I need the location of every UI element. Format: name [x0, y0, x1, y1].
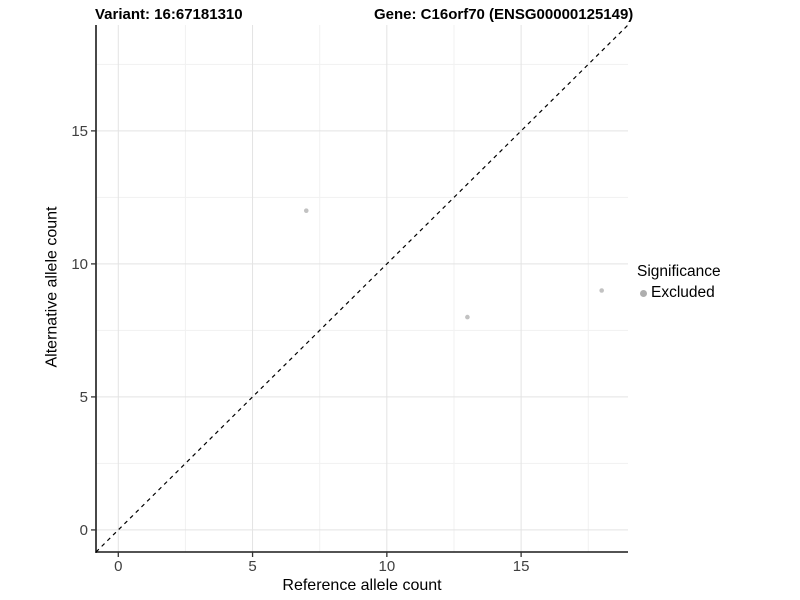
- y-tick-label: 15: [71, 123, 88, 140]
- legend-point-icon: [640, 289, 647, 297]
- y-tick-label: 0: [80, 522, 88, 539]
- data-point: [465, 314, 470, 320]
- tick-labels: 0 5 10 15 0 5 10 15: [71, 123, 529, 575]
- x-tick-label: 0: [114, 558, 122, 575]
- gene-title: Gene: C16orf70 (ENSG00000125149): [374, 6, 634, 23]
- axis-lines: [95, 25, 628, 553]
- y-tick-label: 5: [80, 389, 88, 406]
- x-tick-label: 15: [513, 558, 530, 575]
- major-gridlines: [96, 25, 628, 552]
- variant-title: Variant: 16:67181310: [95, 6, 243, 23]
- data-point: [303, 208, 309, 213]
- data-points: [303, 208, 604, 320]
- data-point: [599, 288, 604, 293]
- y-axis-title: Alternative allele count: [43, 206, 61, 368]
- legend-item-label: Excluded: [651, 284, 715, 301]
- axis-ticks: [91, 130, 522, 557]
- legend: Significance Excluded: [637, 263, 721, 302]
- y-tick-label: 10: [71, 256, 88, 273]
- x-tick-label: 5: [248, 558, 256, 575]
- identity-line: [95, 24, 629, 553]
- x-axis-title: Reference allele count: [282, 577, 442, 594]
- x-tick-label: 10: [378, 558, 395, 575]
- legend-title: Significance: [637, 263, 721, 280]
- legend-item-excluded: Excluded: [637, 284, 721, 302]
- minor-gridlines: [96, 25, 628, 552]
